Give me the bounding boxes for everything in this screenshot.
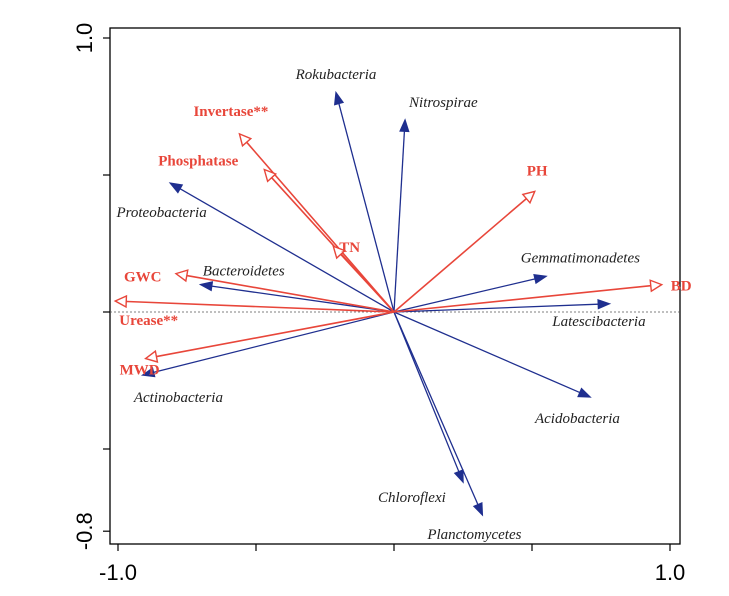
y-tick-label: -0.8 <box>72 512 97 550</box>
x-tick-label: 1.0 <box>655 560 686 585</box>
actinobacteria-arrow-shaft <box>153 311 395 373</box>
gemmatimonadetes-arrow-shaft <box>393 278 536 313</box>
x-tick-label: -1.0 <box>99 560 137 585</box>
bacteroidetes-arrow-shaft <box>211 285 395 313</box>
planctomycetes-arrow-head <box>472 501 484 517</box>
nitrospirae-arrow-head <box>399 118 410 133</box>
ph-arrow-shaft <box>393 197 527 313</box>
gwc-label: GWC <box>124 270 161 286</box>
chloroflexi-arrow-head <box>453 469 464 484</box>
bacteroidetes-label: Bacteroidetes <box>203 264 285 280</box>
invertase-label: Invertase** <box>193 104 268 120</box>
bd-arrow-head <box>649 279 664 293</box>
urease-label: Urease** <box>119 313 178 329</box>
mwd-label: MWD <box>120 363 160 379</box>
bd-label: BD <box>671 279 692 295</box>
invertase-arrow-head <box>238 132 253 148</box>
gemmatimonadetes-label: Gemmatimonadetes <box>521 250 640 266</box>
tn-arrow-shaft <box>340 253 395 313</box>
nitrospirae-arrow-shaft <box>393 131 406 313</box>
mwd-arrow-head <box>144 349 159 363</box>
mwd-arrow-shaft <box>156 311 395 358</box>
phosphatase-arrow-head <box>263 168 278 183</box>
tn-arrow-head <box>332 245 347 260</box>
phosphatase-label: Phosphatase <box>158 154 238 170</box>
acidobacteria-label: Acidobacteria <box>534 411 620 427</box>
gwc-arrow-shaft <box>186 274 395 313</box>
ph-label: PH <box>527 163 548 179</box>
rokubacteria-label: Rokubacteria <box>295 67 377 83</box>
proteobacteria-arrow-head <box>168 182 184 194</box>
acidobacteria-arrow-shaft <box>393 311 581 394</box>
planctomycetes-arrow-shaft <box>393 311 479 505</box>
gemmatimonadetes-arrow-head <box>533 273 548 285</box>
latescibacteria-arrow-shaft <box>393 303 599 313</box>
latescibacteria-label: Latescibacteria <box>551 314 645 330</box>
urease-arrow-head <box>113 294 128 309</box>
invertase-arrow-shaft <box>246 141 395 313</box>
tn-label: TN <box>339 240 360 256</box>
latescibacteria-arrow-head <box>597 299 612 310</box>
gwc-arrow-head <box>174 269 189 283</box>
y-tick-label: 1.0 <box>72 23 97 54</box>
nitrospirae-label: Nitrospirae <box>408 95 478 111</box>
chloroflexi-arrow-shaft <box>393 311 460 472</box>
planctomycetes-label: Planctomycetes <box>426 527 521 543</box>
plot-frame <box>109 27 681 545</box>
acidobacteria-arrow-head <box>577 387 592 398</box>
actinobacteria-arrow-head <box>140 367 156 378</box>
chloroflexi-label: Chloroflexi <box>378 490 446 506</box>
proteobacteria-arrow-shaft <box>179 188 395 313</box>
actinobacteria-label: Actinobacteria <box>133 390 223 406</box>
proteobacteria-label: Proteobacteria <box>115 205 206 221</box>
ph-arrow-head <box>521 190 536 205</box>
bd-arrow-shaft <box>393 284 651 313</box>
bacteroidetes-arrow-head <box>198 281 214 292</box>
rokubacteria-arrow-head <box>333 90 345 106</box>
rokubacteria-arrow-shaft <box>338 103 395 313</box>
urease-arrow-shaft <box>126 300 395 313</box>
